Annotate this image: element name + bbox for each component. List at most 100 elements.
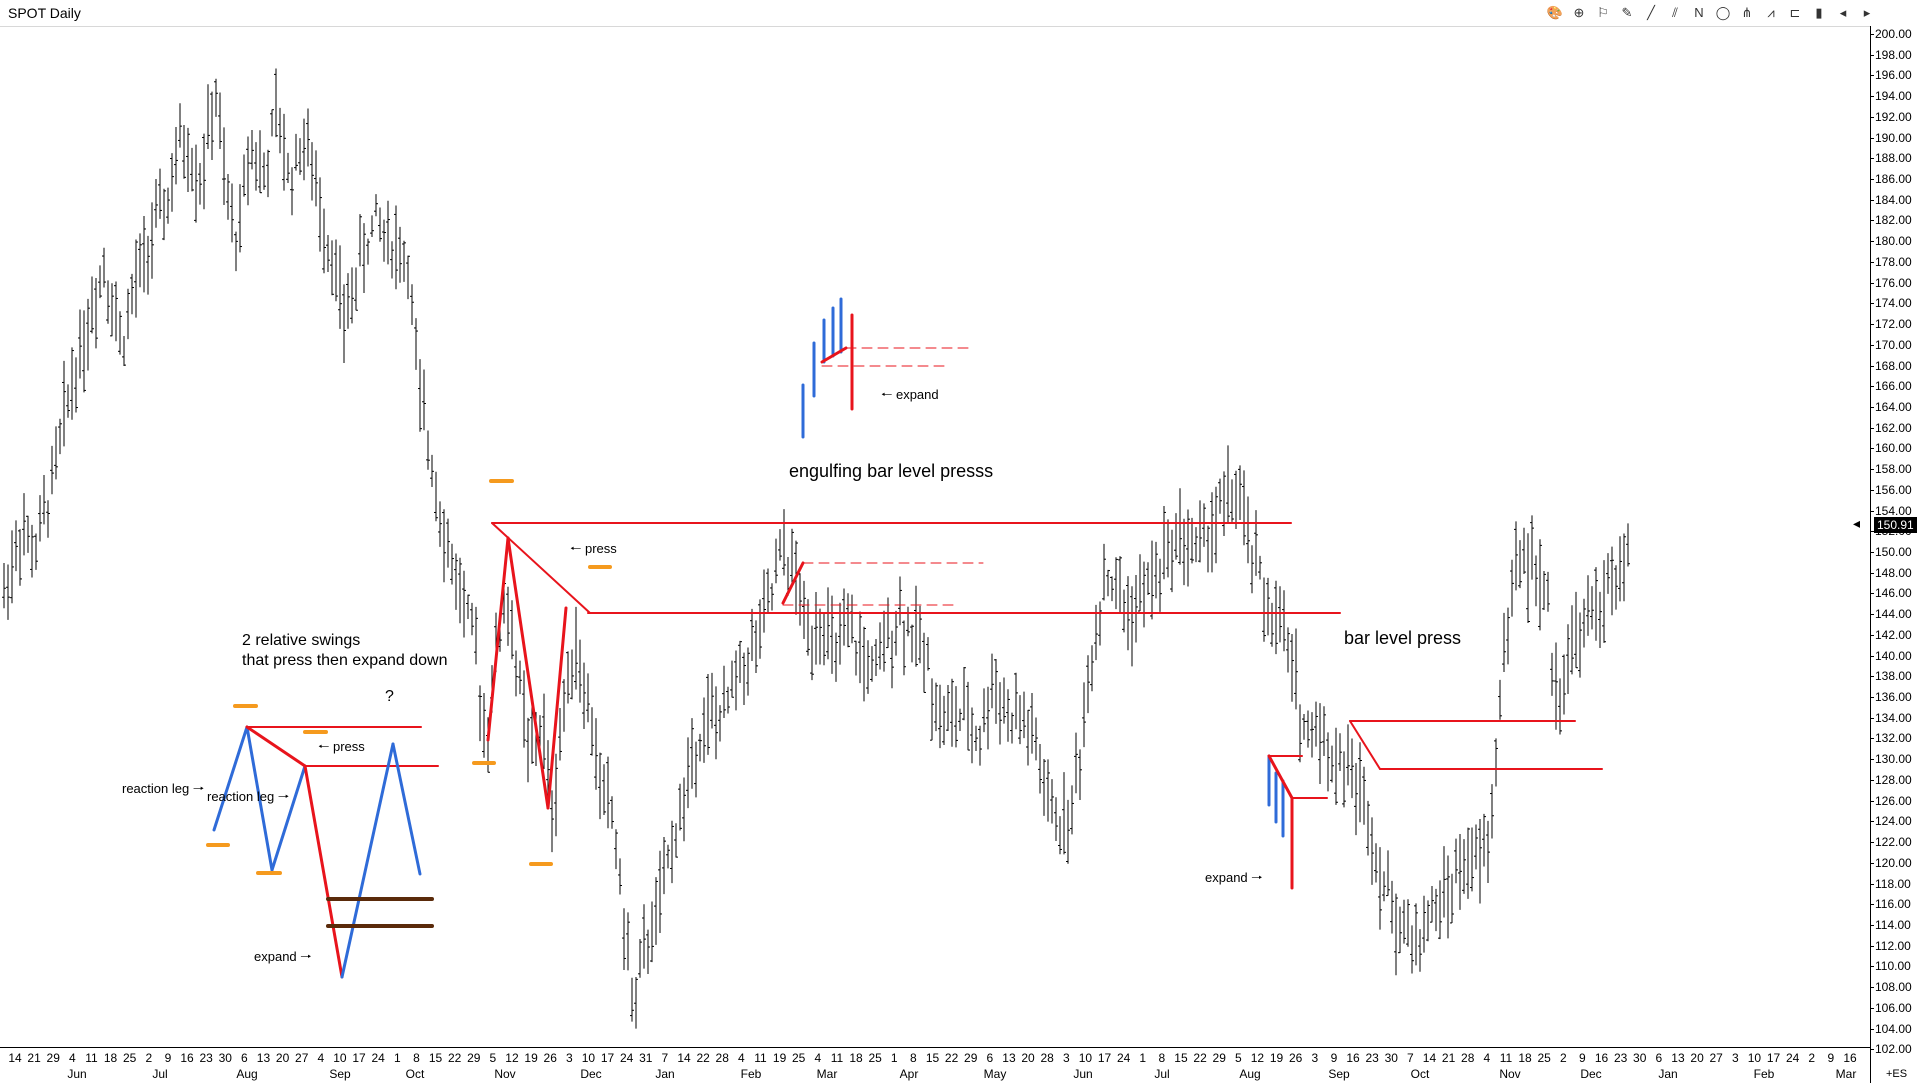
- date-tick-label: 9: [1579, 1051, 1586, 1065]
- trendline-icon[interactable]: ╱: [1647, 5, 1655, 20]
- annotation-reaction-leg-1: reaction leg 🠒: [122, 781, 205, 796]
- price-tick-label: 132.00: [1870, 731, 1912, 746]
- date-tick-label: 2: [1559, 1051, 1567, 1065]
- date-tick-label: 26: [543, 1051, 557, 1065]
- price-tick-label: 142.00: [1870, 627, 1912, 642]
- price-tick-label: 138.00: [1870, 669, 1912, 684]
- annotation-engulfing: engulfing bar level presss: [789, 461, 994, 481]
- price-chart[interactable]: [0, 26, 1870, 1047]
- price-tick-label: 198.00: [1870, 47, 1912, 62]
- swing-leg-red-1: [245, 725, 307, 768]
- pencil-icon[interactable]: ✎: [1621, 5, 1633, 20]
- date-tick-label: 18: [849, 1051, 863, 1065]
- date-tick-label: 3: [1311, 1051, 1319, 1065]
- date-tick-label: 6: [241, 1051, 248, 1065]
- date-tick-label: 21: [1441, 1051, 1456, 1065]
- price-tick-label: 168.00: [1870, 358, 1912, 373]
- price-axis[interactable]: 200.00 198.00 196.00 194.00 192.00 190.00 188.…: [1870, 26, 1923, 1083]
- swing-leg-red-2: [303, 764, 344, 979]
- price-tick-label: 190.00: [1870, 130, 1912, 145]
- date-tick-label: 25: [123, 1051, 137, 1065]
- arrow-right-icon[interactable]: ▸: [1863, 5, 1871, 20]
- price-tick-label: 146.00: [1870, 586, 1912, 601]
- swing-leg-blue-2: [245, 725, 274, 872]
- month-label: Sep: [329, 1067, 351, 1081]
- price-tick-label: 162.00: [1870, 420, 1912, 435]
- date-tick-label: 12: [505, 1051, 519, 1065]
- drawing-toolbar: 🎨 ⊕ ⚐ ✎ ╱ ⫽ N ◯ ⋔ ⩘ ⊏ ▮ ◂ ▸: [1545, 3, 1877, 23]
- date-tick-label: 4: [738, 1051, 745, 1065]
- price-tick-label: 144.00: [1870, 607, 1912, 622]
- date-tick-label: 9: [1330, 1051, 1338, 1065]
- date-tick-label: 2: [1808, 1051, 1816, 1065]
- date-tick-label: 23: [1365, 1051, 1379, 1065]
- month-label: Mar: [1835, 1067, 1857, 1081]
- annotation-expand-right: expand 🠒: [1205, 870, 1263, 885]
- bar-icon[interactable]: ▮: [1815, 5, 1823, 20]
- date-tick-label: 14: [1422, 1051, 1437, 1065]
- date-tick-label: 6: [1655, 1051, 1663, 1065]
- annotation-question: ?: [385, 688, 394, 705]
- date-tick-label: 30: [218, 1051, 232, 1065]
- price-tick-label: 182.00: [1870, 213, 1912, 228]
- date-tick-label: 1: [393, 1051, 401, 1065]
- date-tick-label: 29: [1212, 1051, 1226, 1065]
- month-label: Nov: [1499, 1067, 1521, 1081]
- date-tick-label: 24: [1116, 1051, 1131, 1065]
- fib-icon[interactable]: ⋔: [1741, 5, 1753, 20]
- month-label: Apr: [899, 1067, 919, 1081]
- chart-title: SPOT Daily: [8, 5, 81, 21]
- text-n-icon[interactable]: N: [1694, 5, 1704, 20]
- last-price-label: 150.91: [1874, 517, 1917, 533]
- date-tick-label: 13: [256, 1051, 271, 1065]
- date-tick-label: 24: [371, 1051, 385, 1065]
- zigzag-icon[interactable]: ⩘: [1767, 5, 1775, 20]
- date-tick-label: 14: [677, 1051, 691, 1065]
- date-axis[interactable]: 14 21 29 4 11 18 25 2 9 16 23 30 6 13 20 27 4 10 17 24 1 8 15 2…: [0, 1047, 1870, 1084]
- date-tick-label: 25: [1537, 1051, 1551, 1065]
- price-tick-label: 196.00: [1870, 68, 1912, 83]
- parallel-lines-icon[interactable]: ⫽: [1672, 5, 1678, 20]
- date-tick-label: 19: [772, 1051, 787, 1065]
- date-tick-label: 8: [413, 1051, 420, 1065]
- bracket-icon[interactable]: ⊏: [1789, 5, 1801, 20]
- crosshair-icon[interactable]: ⊕: [1573, 5, 1585, 20]
- date-tick-label: 13: [1002, 1051, 1016, 1065]
- press-diagonal-right: [1349, 720, 1381, 770]
- date-tick-label: 12: [1250, 1051, 1265, 1065]
- expand-right-diagonal: [1267, 754, 1294, 800]
- price-tick-label: 186.00: [1870, 172, 1912, 187]
- date-tick-label: 21: [27, 1051, 41, 1065]
- month-label: Jul: [1154, 1067, 1170, 1081]
- date-tick-label: 11: [1499, 1051, 1513, 1065]
- date-tick-label: 30: [1633, 1051, 1647, 1065]
- arrow-left-icon[interactable]: ◂: [1839, 5, 1847, 20]
- price-tick-label: 150.00: [1870, 545, 1912, 559]
- date-tick-label: 6: [986, 1051, 994, 1065]
- date-tick-label: 16: [1843, 1051, 1857, 1065]
- date-tick-label: 10: [333, 1051, 347, 1065]
- date-tick-label: 16: [1594, 1051, 1609, 1065]
- month-label: Feb: [1753, 1067, 1775, 1081]
- date-tick-label: 8: [910, 1051, 917, 1065]
- date-tick-label: 15: [428, 1051, 443, 1065]
- palette-icon[interactable]: 🎨: [1546, 5, 1564, 20]
- date-tick-label: 11: [830, 1051, 844, 1065]
- date-tick-label: 8: [1158, 1051, 1166, 1065]
- date-tick-label: 7: [661, 1051, 669, 1065]
- date-tick-label: 1: [1139, 1051, 1147, 1065]
- price-tick-label: 148.00: [1870, 565, 1912, 580]
- circle-icon[interactable]: ◯: [1715, 5, 1731, 20]
- date-tick-label: 22: [447, 1051, 462, 1065]
- swing-leg-blue-1: [212, 725, 249, 832]
- date-tick-label: 24: [619, 1051, 634, 1065]
- date-tick-label: 20: [1021, 1051, 1035, 1065]
- date-tick-label: 23: [1613, 1051, 1628, 1065]
- date-tick-label: 22: [944, 1051, 959, 1065]
- date-tick-label: 29: [467, 1051, 481, 1065]
- date-tick-label: 4: [1483, 1051, 1491, 1065]
- flag-icon[interactable]: ⚐: [1597, 5, 1609, 20]
- price-tick-label: 114.00: [1870, 917, 1911, 932]
- date-tick-label: 9: [1827, 1051, 1835, 1065]
- date-tick-label: 18: [1518, 1051, 1532, 1065]
